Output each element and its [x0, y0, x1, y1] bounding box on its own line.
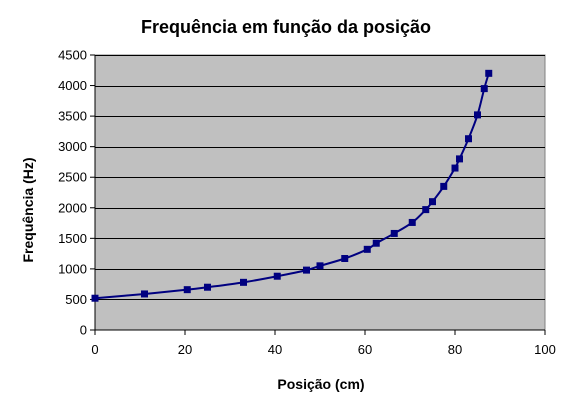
data-point	[429, 198, 436, 205]
x-tick-label: 80	[448, 342, 462, 357]
y-tick-label: 1000	[58, 261, 87, 276]
data-point	[456, 155, 463, 162]
data-point	[274, 273, 281, 280]
x-tick-label: 20	[178, 342, 192, 357]
y-tick-label: 3500	[58, 109, 87, 124]
data-point	[204, 284, 211, 291]
data-point	[317, 262, 324, 269]
data-point	[92, 295, 99, 302]
data-point	[440, 183, 447, 190]
data-point	[303, 267, 310, 274]
data-point	[364, 246, 371, 253]
x-tick-label: 100	[534, 342, 556, 357]
data-point	[481, 85, 488, 92]
y-tick-label: 4500	[58, 48, 87, 63]
data-point	[391, 230, 398, 237]
x-tick-label: 60	[358, 342, 372, 357]
y-tick-label: 1500	[58, 231, 87, 246]
x-axis-label: Posição (cm)	[277, 376, 364, 392]
y-tick-label: 500	[65, 292, 87, 307]
y-tick-label: 0	[80, 323, 87, 338]
data-point	[422, 206, 429, 213]
y-tick-label: 4000	[58, 78, 87, 93]
x-tick-label: 0	[91, 342, 98, 357]
data-point	[465, 135, 472, 142]
y-axis-label: Frequência (Hz)	[20, 157, 36, 262]
data-point	[452, 165, 459, 172]
data-point	[184, 286, 191, 293]
y-tick-label: 3000	[58, 139, 87, 154]
data-point	[240, 279, 247, 286]
plot-area	[95, 55, 545, 330]
x-tick-label: 40	[268, 342, 282, 357]
data-point	[474, 111, 481, 118]
data-point	[485, 70, 492, 77]
data-point	[373, 240, 380, 247]
data-point	[341, 255, 348, 262]
data-point	[409, 219, 416, 226]
data-point	[141, 290, 148, 297]
y-tick-label: 2000	[58, 200, 87, 215]
chart-title: Frequência em função da posição	[141, 17, 431, 37]
y-tick-label: 2500	[58, 170, 87, 185]
